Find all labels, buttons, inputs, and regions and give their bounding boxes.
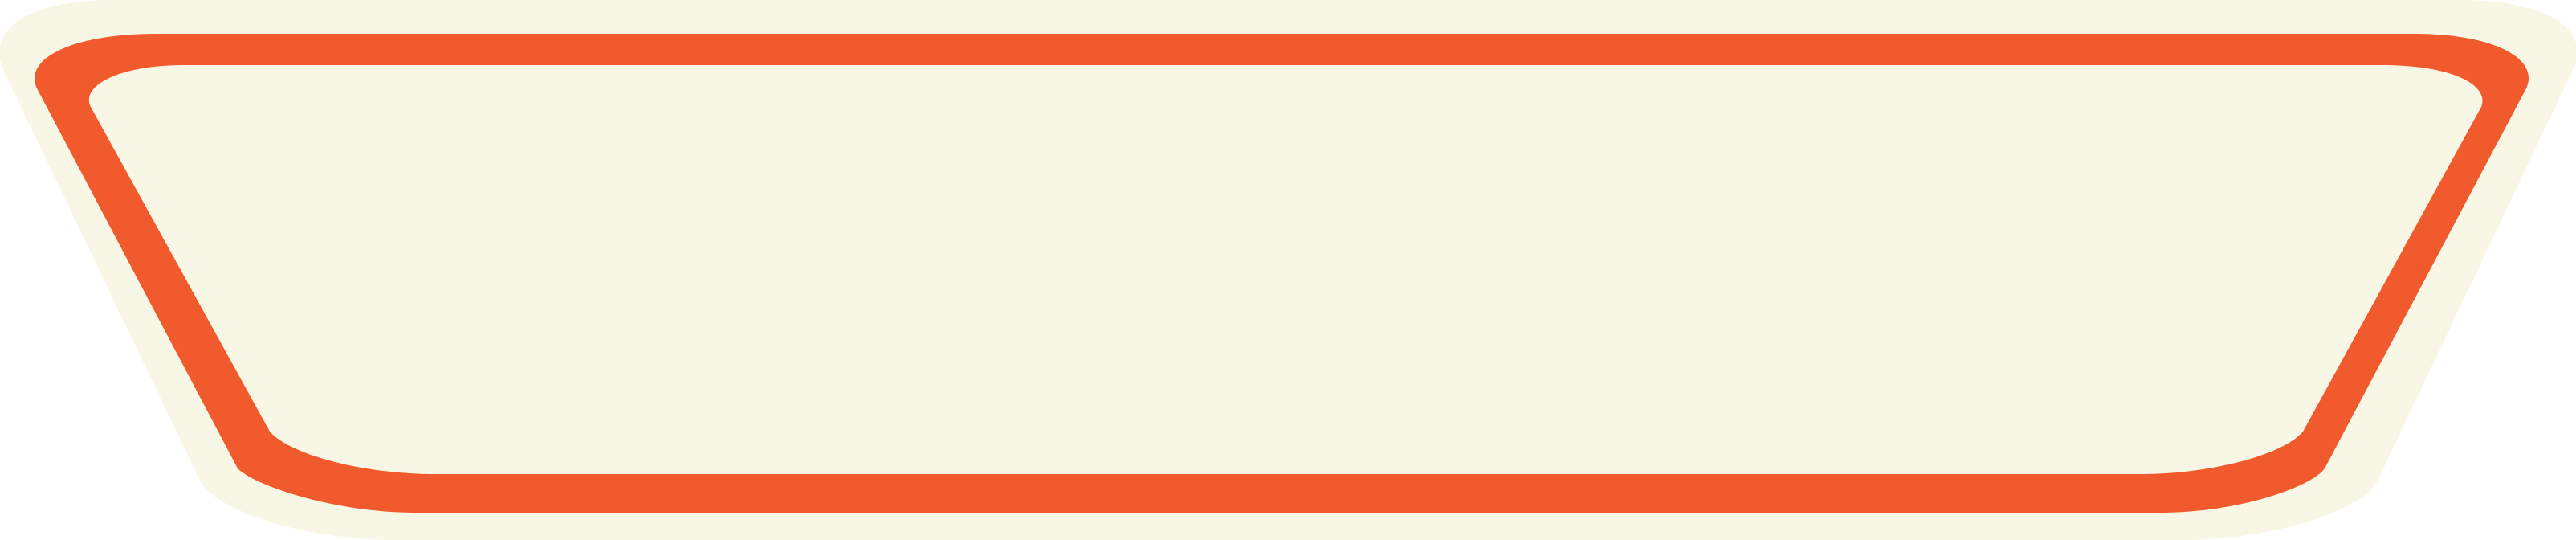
banner-inner-panel [88, 65, 2483, 474]
